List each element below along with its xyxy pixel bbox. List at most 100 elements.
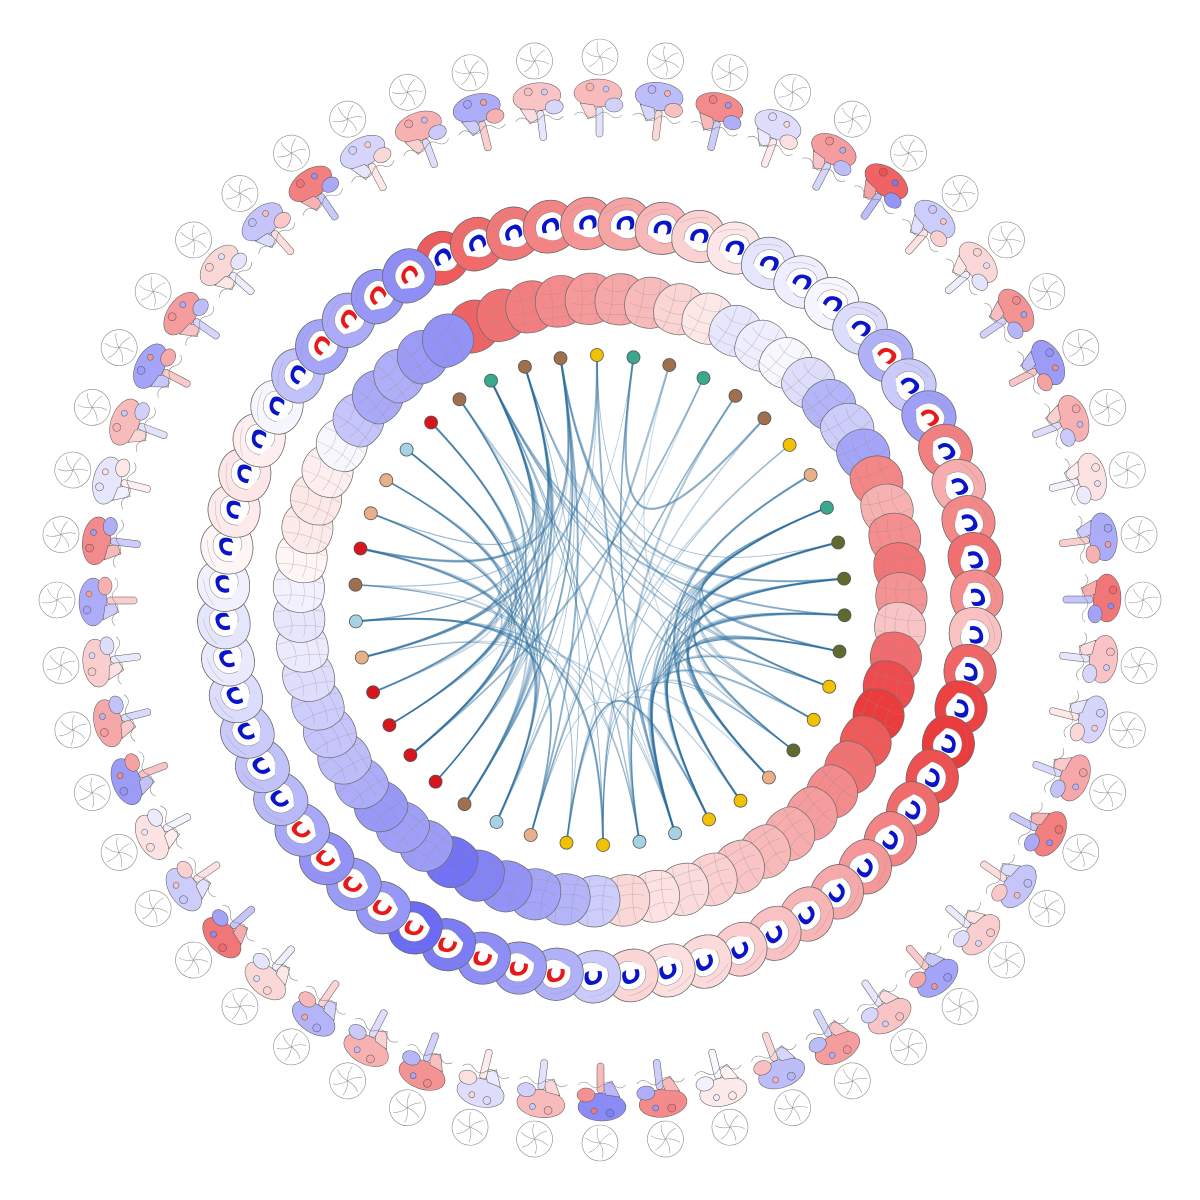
connection-edge xyxy=(630,541,839,843)
sagittal-brain-glyph xyxy=(980,854,1037,908)
cerebellum-glyph xyxy=(389,1089,426,1127)
cerebellum-glyph xyxy=(941,988,979,1025)
cerebellum-glyph xyxy=(273,134,310,172)
connection-edge xyxy=(389,449,513,726)
outer-brain-view xyxy=(1032,747,1127,811)
cerebellum-glyph xyxy=(834,1062,871,1100)
connection-edge xyxy=(359,357,570,562)
sagittal-brain-glyph xyxy=(854,163,908,220)
cerebellum-glyph xyxy=(329,100,366,138)
connection-edge xyxy=(361,640,710,821)
cerebellum-glyph xyxy=(1108,711,1146,749)
cerebellum-glyph xyxy=(1028,273,1066,310)
connection-edge xyxy=(529,357,579,836)
cerebellum-glyph xyxy=(941,175,979,212)
sagittal-brain-glyph xyxy=(1048,452,1107,506)
cortex-medial-view xyxy=(382,248,437,304)
outer-brain-view xyxy=(54,694,152,749)
region-node xyxy=(348,577,363,592)
outer-brain-view xyxy=(73,389,168,453)
outer-brain-view xyxy=(221,175,296,256)
outer-brain-view xyxy=(221,945,298,1025)
outer-brain-view xyxy=(1059,512,1158,564)
cerebellum-glyph xyxy=(890,1028,927,1066)
sagittal-brain-glyph xyxy=(109,398,168,453)
cerebellum-glyph xyxy=(1089,774,1127,811)
cerebellum-glyph xyxy=(329,1062,366,1100)
region-node xyxy=(428,774,443,789)
sagittal-brain-glyph xyxy=(340,135,395,192)
connection-edge xyxy=(529,395,737,836)
outer-brain-view xyxy=(451,1049,510,1146)
region-node xyxy=(733,793,748,808)
outer-brain-view xyxy=(42,636,141,688)
outer-brain-view xyxy=(902,175,979,255)
outer-brain-view xyxy=(389,1032,453,1127)
outer-brain-view xyxy=(512,42,564,141)
connection-edge xyxy=(524,366,845,582)
connection-edge xyxy=(490,380,815,721)
outer-brain-view xyxy=(1048,451,1146,506)
region-node xyxy=(837,608,852,623)
cerebellum-glyph xyxy=(988,221,1025,259)
cerebellum-glyph xyxy=(134,273,172,310)
connection-edge xyxy=(388,421,519,727)
region-node xyxy=(363,506,378,521)
cerebellum-glyph xyxy=(711,54,749,92)
sagittal-brain-glyph xyxy=(92,456,151,510)
connection-edge xyxy=(565,689,770,844)
connection-edge xyxy=(389,356,634,726)
cerebellum-glyph xyxy=(221,175,259,212)
cerebellum-glyph xyxy=(1028,890,1066,927)
outer-brain-view xyxy=(38,576,138,627)
connection-edge xyxy=(686,635,841,779)
cerebellum-glyph xyxy=(175,221,212,259)
outer-brain-view xyxy=(1009,802,1100,871)
cerebellum-glyph xyxy=(73,774,111,811)
region-node xyxy=(366,685,381,700)
cerebellum-glyph xyxy=(581,1124,619,1162)
cerebellum-glyph xyxy=(42,647,80,684)
cerebellum-glyph xyxy=(221,988,259,1025)
outer-brain-view xyxy=(980,854,1066,927)
connection-edge xyxy=(701,507,841,653)
sagittal-brain-glyph xyxy=(1032,395,1090,449)
cerebellum-glyph xyxy=(1120,516,1158,553)
cerebellum-glyph xyxy=(581,38,619,76)
sagittal-brain-glyph xyxy=(1059,512,1118,564)
region-node xyxy=(424,415,439,430)
connection-edge xyxy=(559,357,841,653)
region-node xyxy=(523,828,538,842)
sagittal-brain-glyph xyxy=(288,165,343,221)
connection-edge xyxy=(559,357,846,583)
sagittal-brain-glyph xyxy=(398,1032,453,1091)
sagittal-brain-glyph xyxy=(82,636,141,688)
connection-edge xyxy=(369,512,501,694)
cerebellum-glyph xyxy=(389,73,426,111)
connection-edge xyxy=(388,398,527,726)
connection-edge xyxy=(359,379,535,563)
sagittal-brain-glyph xyxy=(573,78,624,138)
outer-brain-view xyxy=(904,944,979,1025)
sagittal-brain-glyph xyxy=(1008,340,1065,395)
sagittal-brain-glyph xyxy=(944,241,998,296)
outer-brain-view xyxy=(134,857,221,927)
outer-brain-view xyxy=(73,751,168,811)
cerebellum-glyph xyxy=(774,1089,811,1127)
cortex-medial-view xyxy=(450,217,504,272)
cerebellum-glyph xyxy=(834,100,871,138)
sagittal-brain-glyph xyxy=(945,902,1001,956)
connection-edge xyxy=(595,354,677,835)
cortex-medial-view xyxy=(918,423,973,478)
connection-edge xyxy=(647,679,795,835)
outer-brain-view xyxy=(329,100,395,192)
connection-edge xyxy=(649,669,815,834)
region-node xyxy=(757,411,772,426)
connection-edge xyxy=(495,363,671,824)
region-node xyxy=(518,359,532,374)
outer-brain-view xyxy=(100,329,191,398)
cerebellum-glyph xyxy=(988,941,1025,979)
outer-brain-view xyxy=(175,221,255,298)
connection-edge xyxy=(602,444,790,846)
region-node xyxy=(832,644,847,659)
